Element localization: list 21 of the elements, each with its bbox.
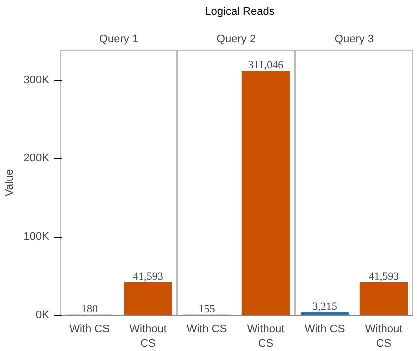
x-tick-label: With CS [70, 324, 110, 336]
text: Logical Reads [205, 5, 275, 20]
x-tick-label: With CS [186, 324, 228, 336]
x-tick-label: With CS [304, 324, 346, 336]
x-tick-label: Without CS [365, 324, 403, 350]
data-label: 41,593 [133, 270, 164, 283]
x-tick-label: Without CS [247, 324, 285, 350]
data-label: 155 [198, 303, 216, 316]
y-tick-label: 0K [36, 310, 50, 322]
data-label: 3,215 [312, 300, 338, 313]
y-tick-label: 100K [24, 231, 50, 244]
chart-title: Query 1 [99, 34, 139, 46]
y-tick-label: 200K [24, 152, 50, 165]
data-label: 180 [82, 303, 98, 316]
chart-title: Query 2 [216, 34, 256, 46]
y-tick-label: 300K [24, 74, 50, 86]
x-tick-label: Without CS [130, 324, 167, 350]
chart-title: Query 3 [334, 34, 374, 46]
data-label: 41,593 [368, 270, 400, 283]
data-label: 311,046 [248, 60, 284, 72]
y-axis-title: Value [4, 169, 16, 197]
